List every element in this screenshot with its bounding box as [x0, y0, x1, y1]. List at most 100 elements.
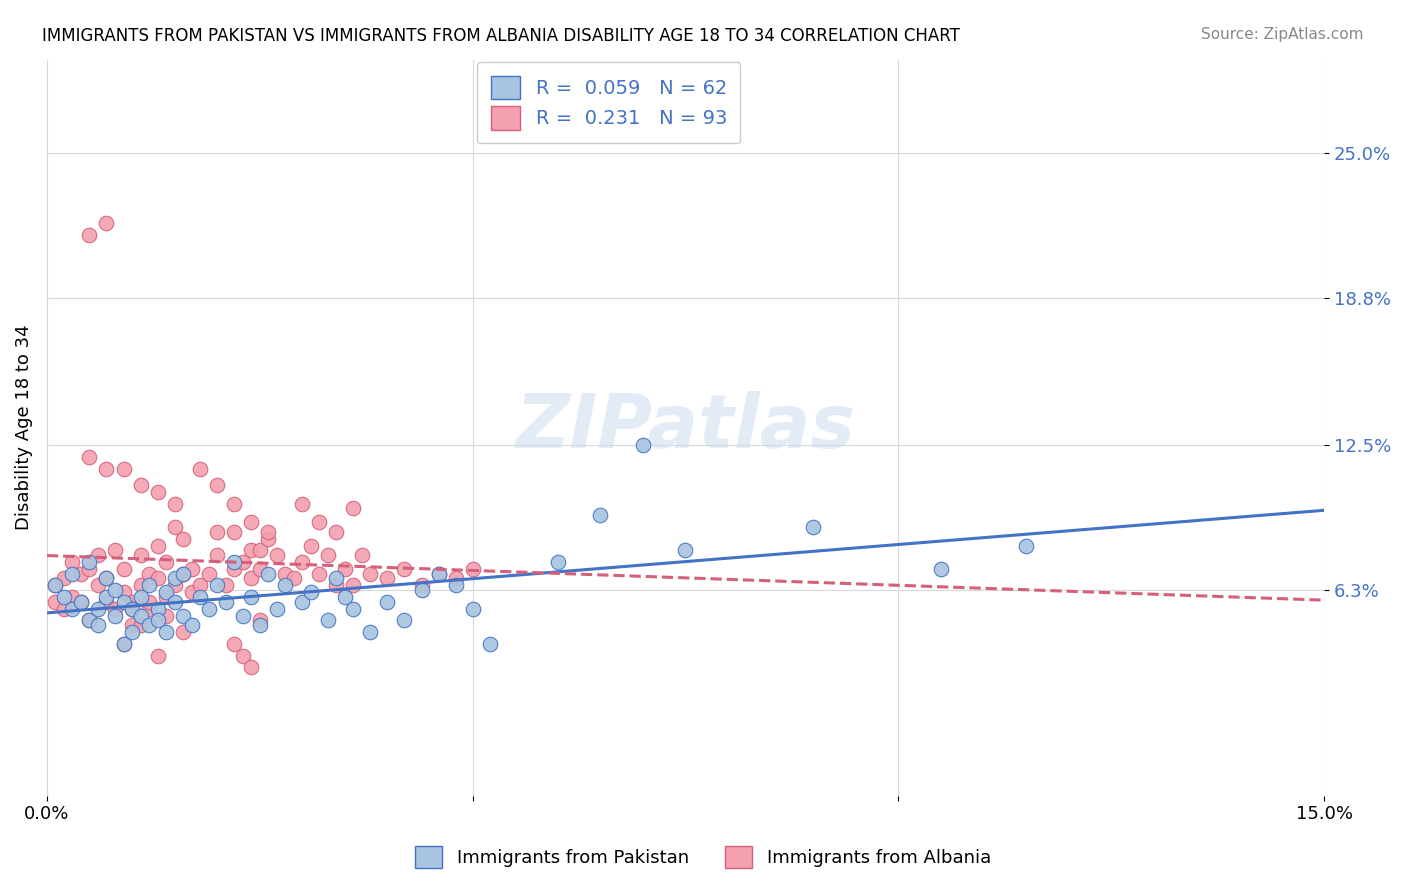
Point — [478, 637, 501, 651]
Text: ZIPatlas: ZIPatlas — [516, 392, 855, 464]
Point — [129, 590, 152, 604]
Point — [62, 590, 84, 604]
Point — [146, 485, 169, 500]
Point — [62, 555, 84, 569]
Point — [62, 602, 84, 616]
Point — [87, 602, 110, 616]
Point — [342, 501, 364, 516]
Point — [62, 566, 84, 581]
Point — [79, 562, 101, 576]
Point — [427, 566, 450, 581]
Point — [87, 618, 110, 632]
Point — [79, 227, 101, 242]
Point — [172, 566, 194, 581]
Point — [257, 532, 280, 546]
Text: Source: ZipAtlas.com: Source: ZipAtlas.com — [1201, 27, 1364, 42]
Text: IMMIGRANTS FROM PAKISTAN VS IMMIGRANTS FROM ALBANIA DISABILITY AGE 18 TO 34 CORR: IMMIGRANTS FROM PAKISTAN VS IMMIGRANTS F… — [42, 27, 960, 45]
Point — [283, 571, 305, 585]
Point — [96, 595, 118, 609]
Point — [316, 548, 339, 562]
Point — [121, 595, 143, 609]
Point — [188, 578, 211, 592]
Point — [589, 508, 612, 523]
Point — [44, 578, 66, 592]
Point — [342, 602, 364, 616]
Point — [801, 520, 824, 534]
Point — [224, 637, 246, 651]
Point — [121, 602, 143, 616]
Point — [112, 562, 135, 576]
Point — [359, 625, 381, 640]
Point — [224, 497, 246, 511]
Point — [394, 562, 416, 576]
Point — [197, 602, 219, 616]
Point — [96, 571, 118, 585]
Point — [631, 438, 654, 452]
Point — [274, 566, 297, 581]
Point — [104, 602, 127, 616]
Point — [112, 637, 135, 651]
Point — [411, 578, 433, 592]
Point — [215, 578, 238, 592]
Point — [188, 461, 211, 475]
Point — [70, 566, 93, 581]
Point — [172, 625, 194, 640]
Point — [325, 578, 347, 592]
Point — [675, 543, 697, 558]
Point — [96, 461, 118, 475]
Point — [129, 548, 152, 562]
Point — [138, 566, 160, 581]
Point — [232, 608, 254, 623]
Point — [155, 555, 177, 569]
Point — [163, 497, 186, 511]
Point — [308, 516, 330, 530]
Point — [359, 566, 381, 581]
Point — [444, 578, 467, 592]
Point — [333, 562, 356, 576]
Point — [350, 548, 373, 562]
Point — [155, 608, 177, 623]
Point — [224, 555, 246, 569]
Point — [205, 524, 228, 539]
Point — [87, 548, 110, 562]
Point — [96, 216, 118, 230]
Point — [291, 595, 314, 609]
Legend: R =  0.059   N = 62, R =  0.231   N = 93: R = 0.059 N = 62, R = 0.231 N = 93 — [477, 62, 741, 144]
Point — [249, 614, 271, 628]
Point — [52, 602, 75, 616]
Point — [291, 497, 314, 511]
Point — [249, 618, 271, 632]
Point — [121, 618, 143, 632]
Point — [138, 602, 160, 616]
Point — [232, 648, 254, 663]
Point — [180, 618, 202, 632]
Point — [146, 571, 169, 585]
Point — [205, 478, 228, 492]
Point — [112, 637, 135, 651]
Point — [180, 585, 202, 599]
Point — [929, 562, 952, 576]
Point — [70, 595, 93, 609]
Point — [52, 571, 75, 585]
Point — [44, 578, 66, 592]
Point — [377, 595, 399, 609]
Point — [172, 608, 194, 623]
Point — [316, 614, 339, 628]
Point — [224, 524, 246, 539]
Point — [121, 625, 143, 640]
Point — [172, 566, 194, 581]
Point — [163, 578, 186, 592]
Point — [240, 571, 263, 585]
Point — [79, 555, 101, 569]
Point — [138, 618, 160, 632]
Point — [240, 543, 263, 558]
Point — [163, 595, 186, 609]
Point — [70, 595, 93, 609]
Point — [87, 578, 110, 592]
Point — [79, 614, 101, 628]
Point — [163, 571, 186, 585]
Point — [377, 571, 399, 585]
Point — [240, 516, 263, 530]
Point — [274, 578, 297, 592]
Point — [215, 595, 238, 609]
